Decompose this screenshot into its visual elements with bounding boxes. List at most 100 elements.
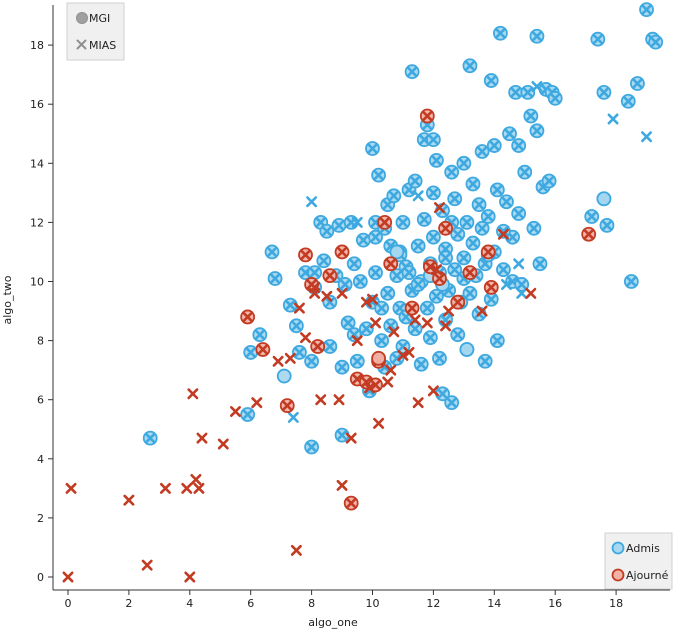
- y-tick-label: 18: [30, 39, 44, 52]
- point-ajourne-circle: [371, 350, 386, 366]
- point-admis-cross: [357, 234, 369, 246]
- point-ajourne-cross: [385, 364, 397, 376]
- point-admis-cross: [531, 80, 543, 92]
- y-tick-label: 16: [30, 98, 44, 111]
- legend-ajourne-label: Ajourné: [626, 569, 669, 582]
- point-ajourne-cross: [336, 287, 348, 299]
- point-ajourne-cross: [363, 382, 375, 394]
- point-admis-cross: [464, 287, 476, 299]
- point-ajourne-cross: [309, 281, 321, 293]
- point-admis-cross: [485, 293, 497, 305]
- point-ajourne-cross: [62, 571, 74, 583]
- point-ajourne-cross: [345, 497, 357, 509]
- y-axis-title: algo_two: [1, 275, 14, 324]
- point-admis-cross: [409, 175, 421, 187]
- point-admis-cross: [622, 95, 634, 107]
- point-admis-cross: [522, 86, 534, 98]
- point-ajourne-cross: [181, 482, 193, 494]
- axes: [52, 5, 670, 591]
- point-admis-cross: [485, 75, 497, 87]
- point-admis-cross: [510, 86, 522, 98]
- point-ajourne-cross: [433, 273, 445, 285]
- point-ajourne-cross: [427, 385, 439, 397]
- point-ajourne-cross: [257, 343, 269, 355]
- point-ajourne-cross: [485, 281, 497, 293]
- x-axis-title: algo_one: [308, 616, 358, 629]
- point-admis-cross: [525, 110, 537, 122]
- point-ajourne-cross: [360, 296, 372, 308]
- point-admis-cross: [601, 219, 613, 231]
- point-admis-circle: [389, 244, 405, 260]
- point-admis-cross: [376, 335, 388, 347]
- point-ajourne-cross: [351, 335, 363, 347]
- point-ajourne-cross: [421, 317, 433, 329]
- point-admis-cross: [464, 60, 476, 72]
- x-tick-label: 12: [426, 597, 440, 610]
- point-admis-cross: [351, 355, 363, 367]
- point-ajourne-cross: [324, 270, 336, 282]
- point-ajourne-cross: [370, 379, 382, 391]
- x-tick-label: 0: [65, 597, 72, 610]
- point-admis-cross: [440, 252, 452, 264]
- point-admis-cross: [534, 258, 546, 270]
- point-admis-cross: [290, 320, 302, 332]
- point-admis-cross: [467, 237, 479, 249]
- point-admis-cross: [376, 302, 388, 314]
- point-ajourne-cross: [336, 246, 348, 258]
- x-tick-label: 18: [609, 597, 623, 610]
- point-ajourne-cross: [397, 349, 409, 361]
- point-admis-cross: [373, 169, 385, 181]
- point-ajourne-cross: [433, 202, 445, 214]
- legend-admis-marker: [611, 541, 625, 555]
- y-tick-label: 2: [37, 512, 44, 525]
- point-admis-cross: [306, 196, 318, 208]
- point-admis-cross: [446, 397, 458, 409]
- point-admis-cross: [144, 432, 156, 444]
- legend-mgi-marker: [76, 12, 88, 24]
- x-tick-label: 16: [548, 597, 562, 610]
- point-admis-cross: [488, 140, 500, 152]
- point-admis-cross: [446, 166, 458, 178]
- point-admis-cross: [409, 323, 421, 335]
- y-tick-label: 8: [37, 335, 44, 348]
- point-admis-cross: [427, 231, 439, 243]
- point-admis-cross: [430, 154, 442, 166]
- point-admis-cross: [592, 33, 604, 45]
- point-admis-cross: [458, 157, 470, 169]
- point-admis-cross: [494, 27, 506, 39]
- point-admis-cross: [370, 231, 382, 243]
- point-ajourne-cross: [379, 216, 391, 228]
- point-admis-cross: [452, 228, 464, 240]
- point-ajourne-cross: [300, 332, 312, 344]
- point-admis-cross: [433, 352, 445, 364]
- point-admis-cross: [351, 216, 363, 228]
- color-legend: Admis Ajourné: [604, 532, 673, 590]
- point-ajourne-cross: [336, 479, 348, 491]
- x-tick-label: 8: [308, 597, 315, 610]
- point-ajourne-cross: [382, 376, 394, 388]
- point-admis-cross: [324, 296, 336, 308]
- point-admis-cross: [598, 86, 610, 98]
- point-ajourne-cross: [184, 571, 196, 583]
- point-admis-cross: [531, 30, 543, 42]
- point-ajourne-cross: [196, 432, 208, 444]
- point-ajourne-cross: [242, 311, 254, 323]
- point-ajourne-cross: [452, 296, 464, 308]
- point-admis-cross: [473, 199, 485, 211]
- point-ajourne-cross: [409, 314, 421, 326]
- point-ajourne-cross: [290, 544, 302, 556]
- point-admis-cross: [388, 190, 400, 202]
- point-admis-cross: [421, 302, 433, 314]
- point-admis-cross: [370, 267, 382, 279]
- point-ajourne-cross: [370, 317, 382, 329]
- point-admis-cross: [427, 187, 439, 199]
- point-admis-cross: [385, 320, 397, 332]
- point-ajourne-cross: [482, 246, 494, 258]
- point-admis-cross: [318, 255, 330, 267]
- point-admis-cross: [254, 329, 266, 341]
- point-ajourne-cross: [497, 228, 509, 240]
- point-admis-cross: [513, 140, 525, 152]
- point-admis-cross: [245, 346, 257, 358]
